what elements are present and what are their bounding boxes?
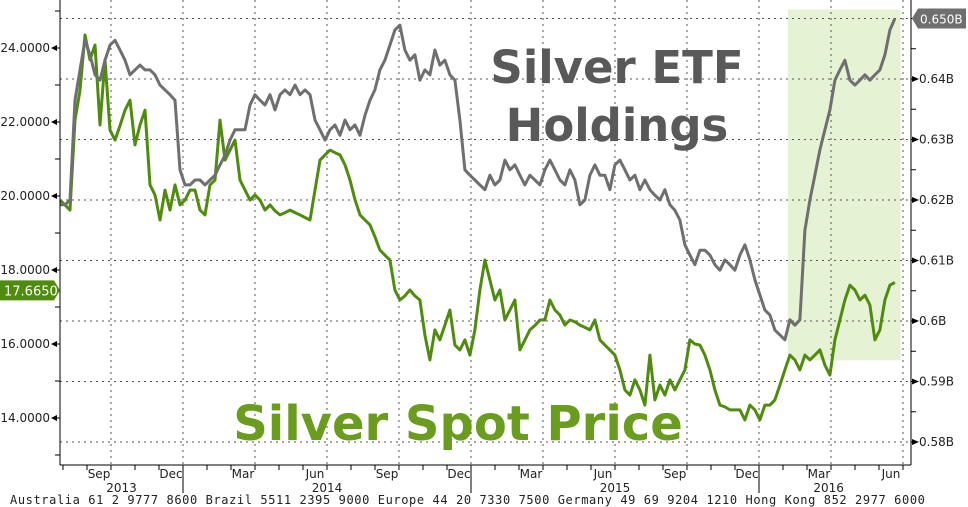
right-tick-marker — [912, 197, 919, 203]
right-tick-label: 0.59B — [919, 375, 954, 389]
x-tick-label: Mar — [808, 467, 831, 481]
left-tick-label: 16.0000 — [0, 337, 50, 351]
right-tick-label: 0.63B — [919, 133, 954, 147]
left-tick-marker — [51, 193, 57, 199]
x-tick-label: Mar — [232, 467, 255, 481]
x-tick-label: Mar — [520, 467, 543, 481]
right-tick-marker — [912, 257, 919, 264]
right-tick-marker — [912, 378, 919, 385]
x-tick-label: Jun — [881, 467, 901, 481]
spot-last-value-label: 17.6650 — [4, 284, 58, 299]
right-tick-marker — [912, 136, 919, 143]
left-tick-marker — [51, 45, 57, 51]
etf-last-value-label: 0.650B — [920, 13, 963, 27]
chart-title-line-1: Silver ETF — [490, 41, 743, 94]
right-tick-marker — [912, 76, 919, 82]
right-tick-label: 0.58B — [919, 435, 954, 449]
silver-price-line — [58, 33, 896, 422]
right-tick-label: 0.64B — [919, 72, 954, 86]
left-tick-label: 20.0000 — [0, 189, 50, 203]
left-tick-label: 24.0000 — [0, 41, 50, 55]
spot-last-value-badge — [0, 280, 60, 301]
x-tick-label: Sep — [376, 467, 399, 481]
right-tick-label: 0.6B — [919, 314, 946, 328]
left-tick-marker — [51, 267, 57, 273]
left-tick-label: 22.0000 — [0, 115, 50, 129]
left-tick-marker — [51, 415, 57, 421]
year-label: 2016 — [813, 481, 844, 495]
left-tick-label: 18.0000 — [0, 263, 50, 277]
right-tick-marker — [912, 318, 919, 324]
x-tick-label: Sep — [88, 467, 111, 481]
etf-holdings-line — [60, 17, 897, 342]
right-tick-marker — [912, 439, 919, 445]
x-tick-label: Dec — [447, 467, 470, 481]
contact-footer: Australia 61 2 9777 8600 Brazil 5511 239… — [10, 493, 926, 507]
year-label: 2014 — [312, 481, 343, 495]
spot-price-annotation: Silver Spot Price — [233, 396, 683, 452]
right-tick-label: 0.61B — [919, 254, 954, 268]
x-tick-label: Dec — [735, 467, 758, 481]
x-tick-label: Sep — [664, 467, 687, 481]
x-tick-label: Jun — [305, 467, 325, 481]
year-label: 2015 — [600, 481, 631, 495]
chart-title-line-2: Holdings — [506, 99, 729, 152]
year-label: 2013 — [106, 481, 137, 495]
left-tick-marker — [51, 341, 57, 347]
x-tick-label: Dec — [159, 467, 182, 481]
x-tick-label: Jun — [593, 467, 613, 481]
left-tick-label: 14.0000 — [0, 411, 50, 425]
left-tick-marker — [51, 119, 57, 125]
etf-last-value-badge — [912, 8, 966, 29]
right-tick-label: 0.62B — [919, 193, 954, 207]
